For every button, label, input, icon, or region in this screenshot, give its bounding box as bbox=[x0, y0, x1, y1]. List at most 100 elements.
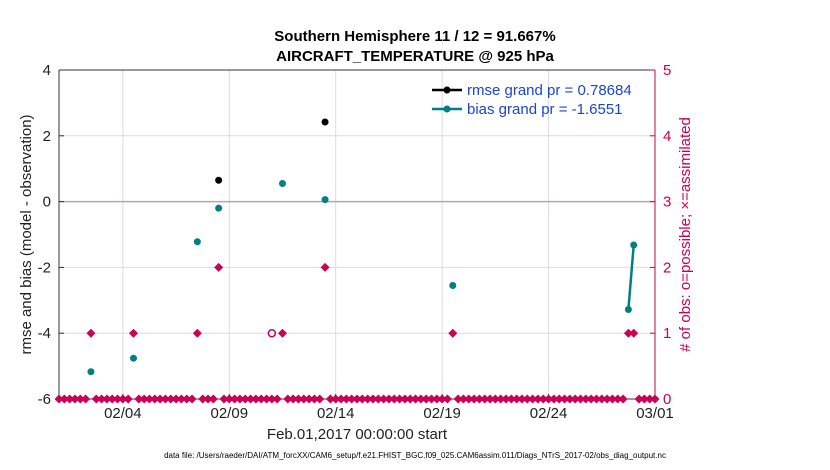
x-tick-label: 03/01 bbox=[636, 405, 674, 422]
rmse-point bbox=[321, 118, 329, 126]
obs-assimilated-marker bbox=[405, 394, 415, 404]
obs-assimilated-marker bbox=[86, 328, 96, 338]
obs-assimilated-marker bbox=[160, 394, 170, 404]
x-tick-label: 02/04 bbox=[104, 405, 142, 422]
obs-assimilated-marker bbox=[560, 394, 570, 404]
obs-assimilated-marker bbox=[187, 394, 197, 404]
obs-assimilated-marker bbox=[134, 394, 144, 404]
obs-assimilated-marker bbox=[198, 394, 208, 404]
bias-point bbox=[215, 204, 223, 212]
y-tick-label: 2 bbox=[43, 128, 51, 145]
obs-assimilated-marker bbox=[150, 394, 160, 404]
obs-assimilated-marker bbox=[634, 394, 644, 404]
bias-point bbox=[630, 241, 638, 249]
obs-assimilated-marker bbox=[501, 394, 511, 404]
obs-assimilated-marker bbox=[458, 394, 468, 404]
legend-marker bbox=[443, 86, 451, 94]
obs-assimilated-marker bbox=[320, 262, 330, 272]
obs-assimilated-marker bbox=[357, 394, 367, 404]
obs-assimilated-marker bbox=[570, 394, 580, 404]
obs-assimilated-marker bbox=[341, 394, 351, 404]
x-tick-label: 02/19 bbox=[423, 405, 461, 422]
obs-assimilated-marker bbox=[304, 394, 314, 404]
obs-assimilated-marker bbox=[411, 394, 421, 404]
obs-assimilated-marker bbox=[309, 394, 319, 404]
obs-possible-marker bbox=[267, 328, 277, 338]
obs-assimilated-marker bbox=[192, 328, 202, 338]
y2-axis-label: # of obs: o=possible; ×=assimilated bbox=[677, 117, 694, 352]
obs-assimilated-marker bbox=[650, 394, 660, 404]
obs-assimilated-marker bbox=[315, 394, 325, 404]
obs-assimilated-marker bbox=[442, 394, 452, 404]
obs-assimilated-marker bbox=[214, 262, 224, 272]
y2-tick-label: 0 bbox=[663, 391, 671, 408]
obs-assimilated-marker bbox=[256, 394, 266, 404]
obs-assimilated-marker bbox=[602, 394, 612, 404]
obs-assimilated-marker bbox=[155, 394, 165, 404]
bias-point bbox=[130, 354, 137, 362]
obs-assimilated-marker bbox=[448, 328, 458, 338]
obs-assimilated-marker bbox=[437, 394, 447, 404]
obs-assimilated-marker bbox=[496, 394, 506, 404]
bias-point bbox=[87, 368, 95, 376]
obs-assimilated-marker bbox=[107, 394, 117, 404]
obs-assimilated-marker bbox=[171, 394, 181, 404]
x-tick-label: 02/09 bbox=[211, 405, 249, 422]
x-axis-label: Feb.01,2017 00:00:00 start bbox=[266, 426, 448, 443]
obs-assimilated-marker bbox=[219, 394, 229, 404]
obs-assimilated-marker bbox=[576, 394, 585, 404]
bias-line bbox=[627, 244, 635, 310]
bias-point bbox=[449, 281, 457, 289]
obs-assimilated-marker bbox=[283, 394, 293, 404]
obs-assimilated-marker bbox=[97, 394, 107, 404]
obs-assimilated-marker bbox=[299, 394, 309, 404]
bias-point bbox=[624, 306, 632, 314]
obs-assimilated-marker bbox=[246, 394, 256, 404]
obs-assimilated-marker bbox=[591, 394, 601, 404]
obs-assimilated-marker bbox=[506, 394, 516, 404]
obs-assimilated-marker bbox=[485, 394, 495, 404]
legend-label: rmse grand pr = 0.78684 bbox=[467, 82, 632, 99]
obs-assimilated-marker bbox=[389, 394, 399, 404]
obs-assimilated-marker bbox=[288, 394, 298, 404]
obs-assimilated-marker bbox=[272, 394, 282, 404]
obs-assimilated-marker bbox=[203, 394, 213, 404]
obs-assimilated-marker bbox=[166, 394, 176, 404]
obs-assimilated-marker bbox=[65, 394, 75, 404]
bias-point bbox=[193, 238, 201, 246]
obs-assimilated-marker bbox=[235, 394, 245, 404]
y2-tick-label: 3 bbox=[663, 194, 671, 211]
obs-assimilated-marker bbox=[325, 394, 335, 404]
obs-assimilated-marker bbox=[75, 394, 85, 404]
obs-assimilated-marker bbox=[490, 394, 500, 404]
obs-assimilated-marker bbox=[474, 394, 484, 404]
obs-assimilated-marker bbox=[91, 394, 101, 404]
obs-assimilated-marker bbox=[607, 394, 617, 404]
obs-assimilated-marker bbox=[565, 394, 575, 404]
obs-assimilated-marker bbox=[59, 394, 69, 404]
obs-assimilated-marker bbox=[373, 394, 383, 404]
obs-assimilated-marker bbox=[182, 394, 192, 404]
obs-assimilated-marker bbox=[113, 394, 123, 404]
y-tick-label: -2 bbox=[38, 259, 51, 276]
obs-assimilated-marker bbox=[81, 394, 91, 404]
obs-assimilated-marker bbox=[613, 394, 623, 404]
obs-assimilated-marker bbox=[464, 394, 474, 404]
obs-assimilated-marker bbox=[368, 394, 378, 404]
y2-tick-label: 4 bbox=[663, 128, 671, 145]
obs-assimilated-marker bbox=[554, 394, 564, 404]
obs-assimilated-marker bbox=[517, 394, 527, 404]
obs-assimilated-marker bbox=[352, 394, 362, 404]
obs-assimilated-marker bbox=[224, 394, 234, 404]
obs-assimilated-marker bbox=[208, 394, 218, 404]
legend-label: bias grand pr = -1.6551 bbox=[467, 101, 623, 118]
obs-assimilated-marker bbox=[293, 394, 303, 404]
y-axis-label: rmse and bias (model - observation) bbox=[18, 114, 35, 354]
obs-assimilated-marker bbox=[427, 394, 436, 404]
obs-assimilated-marker bbox=[251, 394, 261, 404]
data-file-footer: data file: /Users/raeder/DAI/ATM_forcXX/… bbox=[164, 451, 666, 460]
obs-assimilated-marker bbox=[395, 394, 405, 404]
bias-point bbox=[279, 180, 286, 188]
chart-title: Southern Hemisphere 11 / 12 = 91.667% bbox=[274, 28, 556, 45]
